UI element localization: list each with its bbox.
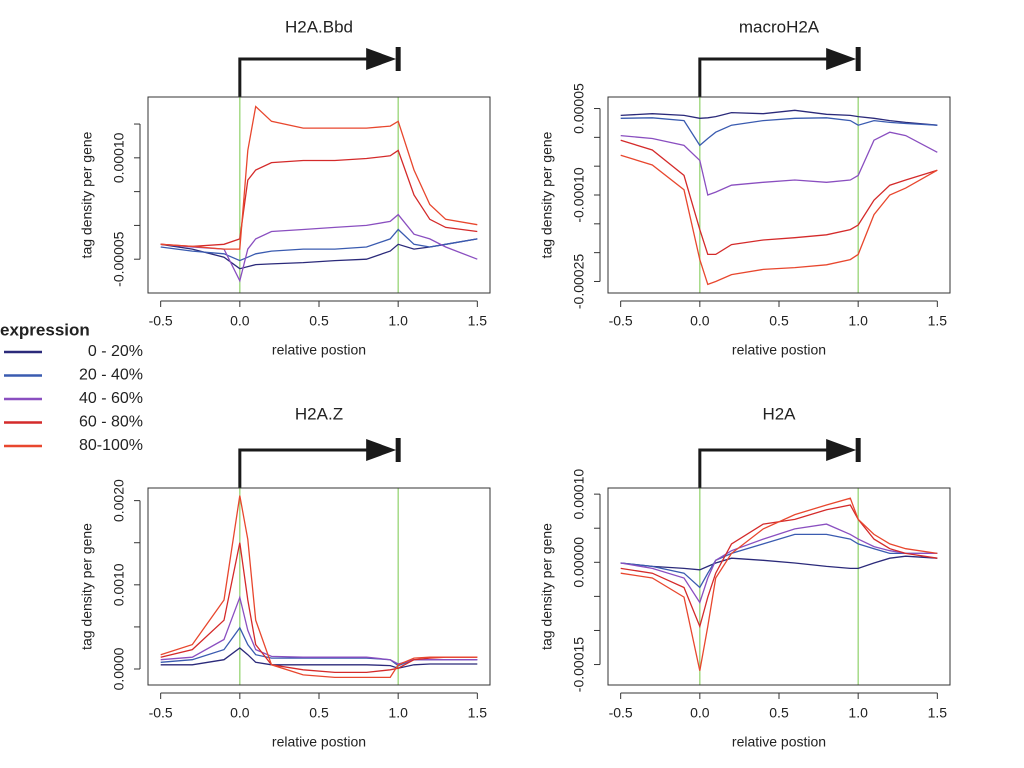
x-tick-label: 1.0 <box>848 313 868 329</box>
legend-label: 80-100% <box>79 437 143 454</box>
plot-frame <box>147 487 491 686</box>
x-axis-label: relative postion <box>272 734 366 750</box>
x-tick-label: 0.5 <box>769 705 789 721</box>
series-line <box>160 542 478 674</box>
plot-frame <box>607 487 951 686</box>
x-tick-label: 1.5 <box>468 705 488 721</box>
chart-title: macroH2A <box>739 17 820 36</box>
series-line <box>160 647 478 669</box>
x-axis-label: relative postion <box>732 734 826 750</box>
legend-label: 0 - 20% <box>88 343 143 360</box>
series-line <box>620 533 938 589</box>
x-tick-label: 0.5 <box>309 705 329 721</box>
series-line <box>160 228 478 262</box>
series-line <box>620 154 938 286</box>
x-tick-label: 0.5 <box>309 313 329 329</box>
y-tick-label: 0.0020 <box>111 479 127 522</box>
x-axis-label: relative postion <box>272 342 366 358</box>
x-tick-label: 0.0 <box>690 705 710 721</box>
x-tick-label: 0.0 <box>690 313 710 329</box>
x-tick-label: -0.5 <box>609 313 633 329</box>
chart-title: H2A <box>762 404 796 423</box>
arrow-head <box>826 439 857 461</box>
series-line <box>160 238 478 270</box>
arrow-head <box>826 48 857 70</box>
series-line <box>160 105 478 250</box>
legend-label: 40 - 60% <box>79 390 143 407</box>
series-line <box>620 109 938 126</box>
y-tick-label: -0.00005 <box>111 231 127 286</box>
legend-title: expression <box>0 320 90 339</box>
x-tick-label: 1.5 <box>928 705 948 721</box>
y-tick-label: -0.00015 <box>571 637 587 692</box>
series-line <box>620 555 938 571</box>
series-line <box>620 504 938 629</box>
y-tick-label: 0.0010 <box>111 563 127 606</box>
series-line <box>160 149 478 248</box>
y-tick-label: -0.00025 <box>571 254 587 309</box>
x-axis-label: relative postion <box>732 342 826 358</box>
series-line <box>160 213 478 283</box>
x-tick-label: 0.5 <box>769 313 789 329</box>
y-axis-label: tag density per gene <box>539 523 555 650</box>
y-axis-label: tag density per gene <box>79 523 95 650</box>
chart-title: H2A.Z <box>295 404 343 423</box>
y-tick-label: 0.00010 <box>571 469 587 520</box>
x-tick-label: 0.0 <box>230 705 250 721</box>
series-line <box>620 131 938 196</box>
y-axis-label: tag density per gene <box>539 131 555 258</box>
y-tick-label: 0.0000 <box>111 647 127 690</box>
tss-arrow <box>698 57 833 97</box>
series-line <box>620 523 938 605</box>
y-tick-label: 0.00005 <box>571 83 587 134</box>
x-tick-label: 0.0 <box>230 313 250 329</box>
x-tick-label: -0.5 <box>149 313 173 329</box>
x-tick-label: -0.5 <box>609 705 633 721</box>
series-line <box>620 139 938 256</box>
y-tick-label: 0.00010 <box>111 132 127 183</box>
y-tick-label: 0.00000 <box>571 537 587 588</box>
x-tick-label: 1.0 <box>388 313 408 329</box>
arrow-head <box>366 48 397 70</box>
x-tick-label: 1.5 <box>468 313 488 329</box>
tss-arrow <box>238 448 373 488</box>
arrow-head <box>366 439 397 461</box>
series-line <box>160 595 478 665</box>
legend-label: 20 - 40% <box>79 367 143 384</box>
y-tick-label: -0.00010 <box>571 167 587 222</box>
x-tick-label: 1.5 <box>928 313 948 329</box>
chart-title: H2A.Bbd <box>285 17 353 36</box>
x-tick-label: 1.0 <box>848 705 868 721</box>
legend-label: 60 - 80% <box>79 414 143 431</box>
x-tick-label: 1.0 <box>388 705 408 721</box>
series-line <box>620 497 938 671</box>
tss-arrow <box>698 448 833 488</box>
plot-frame <box>607 96 951 294</box>
series-line <box>620 117 938 147</box>
x-tick-label: -0.5 <box>149 705 173 721</box>
tss-arrow <box>238 57 373 97</box>
series-line <box>160 495 478 679</box>
y-axis-label: tag density per gene <box>79 131 95 258</box>
plot-frame <box>147 96 491 294</box>
